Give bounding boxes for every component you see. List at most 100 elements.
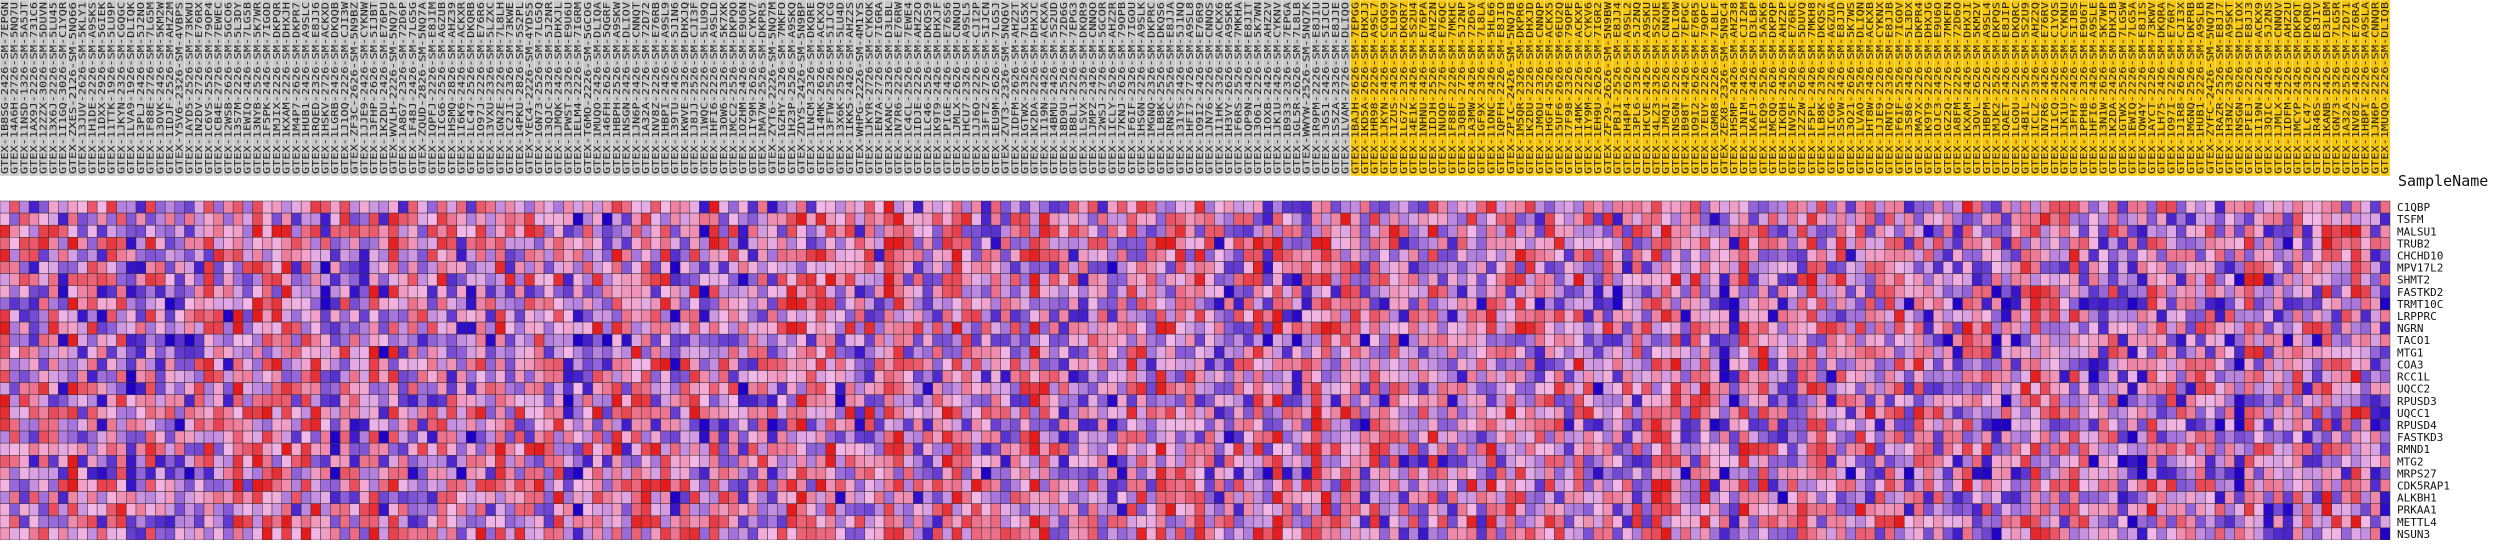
heatmap-cell <box>1855 333 1866 347</box>
heatmap-cell <box>48 212 59 226</box>
heatmap-cell <box>2176 394 2187 408</box>
heatmap-cell <box>28 309 40 323</box>
heatmap-cell <box>252 224 263 238</box>
heatmap-cell <box>213 333 224 347</box>
heatmap-cell <box>145 261 156 274</box>
heatmap-cell <box>466 212 477 226</box>
heatmap-cell <box>592 406 603 420</box>
heatmap-cell <box>2380 309 2391 323</box>
sample-label: GTEX-1H4P4-2626-SM-A9SL2 <box>1622 2 1633 174</box>
heatmap-cell <box>903 406 914 420</box>
heatmap-cell <box>2312 333 2323 347</box>
heatmap-cell <box>572 333 584 347</box>
heatmap-cell <box>1068 273 1079 286</box>
heatmap-cell <box>1000 346 1011 359</box>
heatmap-cell <box>1661 382 1672 395</box>
heatmap-cell <box>203 333 214 347</box>
heatmap-cell <box>1758 370 1769 383</box>
heatmap-cell <box>359 285 370 299</box>
heatmap-cell <box>67 382 78 395</box>
sample-label: GTEX-1H3VY-2626-SM-A9SKR <box>1224 1 1235 174</box>
heatmap-cell <box>1797 406 1808 420</box>
heatmap-cell <box>232 261 244 274</box>
heatmap-cell <box>232 237 244 250</box>
heatmap-cell <box>1223 261 1235 274</box>
heatmap-cell <box>1534 370 1546 383</box>
heatmap-cell <box>786 285 797 299</box>
heatmap-cell <box>1622 212 1633 226</box>
heatmap-cell <box>2088 261 2099 274</box>
heatmap-cell <box>2146 370 2158 383</box>
sample-label: GTEX-ZVT3-2326-SM-5NQ6V <box>1001 2 1012 174</box>
heatmap-cell <box>1243 358 1254 371</box>
heatmap-cell <box>2069 370 2080 383</box>
heatmap-cell <box>466 358 477 371</box>
heatmap-cell <box>1282 394 1293 408</box>
heatmap-cell <box>504 249 516 262</box>
heatmap-cell <box>456 382 467 395</box>
heatmap-cell <box>2360 346 2371 359</box>
heatmap-cell <box>1126 273 1137 286</box>
heatmap-cell <box>1029 273 1040 286</box>
heatmap-cell <box>1719 297 1730 311</box>
heatmap-cell <box>1563 358 1575 371</box>
heatmap-cell <box>359 321 370 335</box>
heatmap-cell <box>2273 382 2284 395</box>
heatmap-cell <box>1466 333 1477 347</box>
heatmap-cell <box>582 382 593 395</box>
heatmap-cell <box>1418 346 1429 359</box>
heatmap-cell <box>2253 370 2264 383</box>
heatmap-cell <box>1457 237 1468 250</box>
heatmap-cell <box>1729 394 1740 408</box>
heatmap-cell <box>427 370 438 383</box>
heatmap-cell <box>1165 249 1176 262</box>
heatmap-cell <box>1398 406 1409 420</box>
heatmap-cell <box>1534 321 1546 335</box>
heatmap-cell <box>87 237 98 250</box>
heatmap-cell <box>806 382 817 395</box>
heatmap-cell <box>990 382 1001 395</box>
heatmap-cell <box>592 309 603 323</box>
heatmap-cell <box>2292 200 2303 214</box>
heatmap-cell <box>1515 285 1526 299</box>
heatmap-cell <box>640 406 652 420</box>
heatmap-cell <box>689 237 700 250</box>
heatmap-cell <box>1690 346 1701 359</box>
heatmap-cell <box>58 200 69 214</box>
heatmap-cell <box>1457 261 1468 274</box>
sample-label: GTEX-1BAJH-2626-SM-7EPGG <box>1350 2 1361 174</box>
heatmap-cell <box>504 394 516 408</box>
heatmap-cell <box>203 358 214 371</box>
heatmap-cell <box>1321 382 1332 395</box>
heatmap-cell <box>796 273 807 286</box>
heatmap-cell <box>1525 261 1536 274</box>
heatmap-cell <box>2253 382 2264 395</box>
heatmap-cell <box>1097 333 1108 347</box>
heatmap-cell <box>2350 382 2362 395</box>
heatmap-cell <box>1816 212 1827 226</box>
heatmap-cell <box>2156 382 2167 395</box>
heatmap-cell <box>1185 346 1196 359</box>
heatmap-cell <box>1350 394 1361 408</box>
heatmap-cell <box>2185 346 2196 359</box>
heatmap-cell <box>232 273 244 286</box>
heatmap-cell <box>2176 333 2187 347</box>
heatmap-cell <box>135 261 146 274</box>
heatmap-cell <box>475 346 487 359</box>
heatmap-cell <box>903 273 914 286</box>
heatmap-cell <box>747 382 759 395</box>
heatmap-cell <box>155 394 166 408</box>
heatmap-cell <box>679 212 691 226</box>
sample-label: GTEX-1QAET-2426-SM-E8JIP <box>2001 2 2012 174</box>
heatmap-cell <box>1379 224 1390 238</box>
heatmap-cell <box>242 346 253 359</box>
heatmap-cell <box>524 406 535 420</box>
heatmap-cell <box>874 297 885 311</box>
heatmap-cell <box>747 321 759 335</box>
heatmap-cell <box>2263 249 2274 262</box>
heatmap-cell <box>1602 382 1614 395</box>
heatmap-cell <box>359 261 370 274</box>
heatmap-cell <box>2195 358 2206 371</box>
heatmap-cell <box>1097 212 1108 226</box>
heatmap-cell <box>2312 370 2323 383</box>
